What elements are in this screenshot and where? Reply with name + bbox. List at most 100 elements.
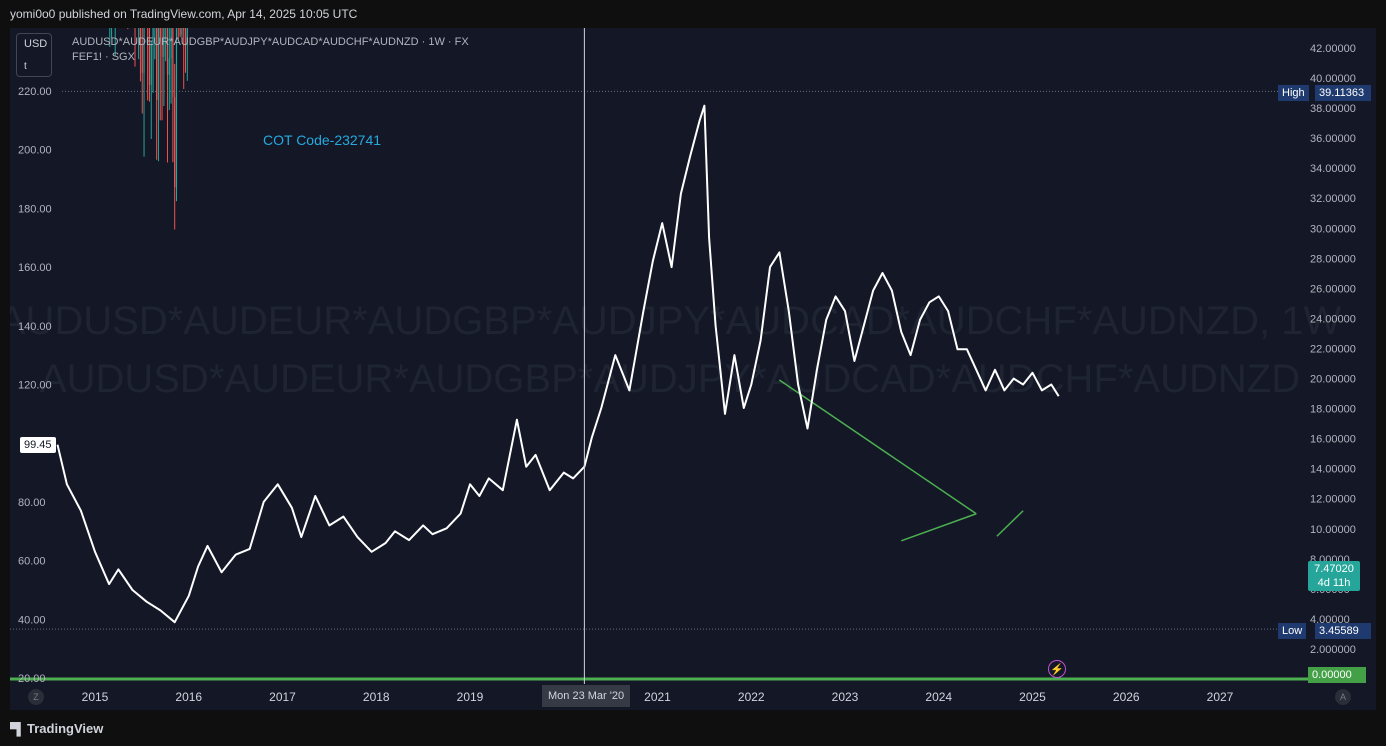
overlay-line bbox=[56, 104, 1060, 624]
right-axis-tick: 32.00000 bbox=[1310, 193, 1356, 205]
left-axis-tick: 180.00 bbox=[18, 203, 52, 215]
candle-body bbox=[181, 28, 183, 36]
right-axis-tick: 2.000000 bbox=[1310, 644, 1356, 656]
right-axis-tick: 40.00000 bbox=[1310, 73, 1356, 85]
candle-body bbox=[184, 29, 187, 46]
time-axis-tick: 2025 bbox=[1019, 690, 1046, 704]
time-axis-tick: 2019 bbox=[457, 690, 484, 704]
legend-overlay[interactable]: FEF1! · SGX bbox=[72, 51, 135, 63]
candle-body bbox=[179, 28, 181, 36]
left-axis-tick: 20.00 bbox=[18, 673, 46, 685]
candle-body bbox=[186, 28, 188, 46]
candle-body bbox=[166, 28, 169, 75]
time-axis-tick: 2022 bbox=[738, 690, 765, 704]
right-axis-tick: 22.00000 bbox=[1310, 343, 1356, 355]
time-axis-tick: 2016 bbox=[175, 690, 202, 704]
chart-pane[interactable]: AUDUSD*AUDEUR*AUDGBP*AUDJPY*AUDCAD*AUDCH… bbox=[10, 28, 1376, 710]
currency-label: USD bbox=[24, 38, 48, 50]
right-axis-tick: 12.00000 bbox=[1310, 494, 1356, 506]
currency-unit-button[interactable]: USD t bbox=[16, 33, 52, 77]
auto-scale-button[interactable]: A bbox=[1335, 689, 1351, 705]
right-axis-tick: 38.00000 bbox=[1310, 103, 1356, 115]
countdown: 4d 11h bbox=[1317, 577, 1351, 589]
time-axis-tick: 2017 bbox=[269, 690, 296, 704]
candle-body bbox=[175, 28, 178, 188]
time-axis-tick: 2024 bbox=[925, 690, 952, 704]
trendline-lower bbox=[900, 513, 977, 542]
time-axis[interactable]: 2015 2016 2017 2018 2019 2021 2022 2023 2024 2025… bbox=[82, 690, 1234, 704]
right-axis-tick: 28.00000 bbox=[1310, 253, 1356, 265]
left-axis-tick: 60.00 bbox=[18, 556, 46, 568]
candle-body bbox=[148, 28, 151, 85]
right-axis-tick: 34.00000 bbox=[1310, 163, 1356, 175]
time-axis-tick: 2023 bbox=[832, 690, 859, 704]
candle-body bbox=[143, 28, 145, 73]
legend: AUDUSD*AUDEUR*AUDGBP*AUDJPY*AUDCAD*AUDCH… bbox=[72, 35, 469, 65]
overlay-line-series bbox=[56, 104, 1060, 624]
time-axis-tick: 2026 bbox=[1113, 690, 1140, 704]
right-axis-tick: 4.00000 bbox=[1310, 614, 1350, 626]
reference-lines bbox=[10, 90, 1308, 681]
time-axis-tick: 2021 bbox=[644, 690, 671, 704]
tradingview-logo[interactable]: ▀▌ TradingView bbox=[10, 721, 103, 736]
low-value-tag: 3.45589 bbox=[1315, 623, 1371, 639]
flash-icon[interactable]: ⚡ bbox=[1048, 660, 1066, 678]
candle-body bbox=[156, 28, 158, 101]
candle-body bbox=[161, 40, 163, 57]
candle-body bbox=[172, 28, 174, 98]
left-axis-tick: 80.00 bbox=[18, 497, 46, 509]
tradingview-logo-icon: ▀▌ bbox=[10, 721, 25, 736]
watermark-line-1: AUDUSD*AUDEUR*AUDGBP*AUDJPY*AUDCAD*AUDCH… bbox=[10, 299, 1341, 343]
left-axis-tick: 200.00 bbox=[18, 145, 52, 157]
candle-body bbox=[170, 28, 172, 59]
crosshair-date-tag: Mon 23 Mar '20 bbox=[542, 685, 631, 707]
candle-body bbox=[141, 43, 143, 73]
right-axis-tick: 16.00000 bbox=[1310, 434, 1356, 446]
left-axis-tick: 220.00 bbox=[18, 86, 52, 98]
candle-body bbox=[152, 28, 154, 45]
left-price-axis[interactable]: 220.00 200.00 180.00 160.00 140.00 120.00 80.0… bbox=[18, 86, 52, 685]
right-axis-tick: 24.00000 bbox=[1310, 313, 1356, 325]
trendline-drawings[interactable] bbox=[778, 379, 1024, 542]
trendline-short bbox=[996, 510, 1024, 537]
time-axis-tick: 2018 bbox=[363, 690, 390, 704]
zero-value-tag: 0.00000 bbox=[1308, 667, 1366, 683]
candle-body bbox=[150, 44, 152, 85]
high-value-tag: 39.11363 bbox=[1315, 85, 1371, 101]
candle-body bbox=[168, 58, 170, 75]
footer: ▀▌ TradingView bbox=[0, 710, 1386, 746]
candle-body bbox=[174, 97, 176, 188]
publish-info: yomi0o0 published on TradingView.com, Ap… bbox=[10, 7, 358, 21]
time-axis-tick: 2015 bbox=[82, 690, 109, 704]
low-label-tag: Low bbox=[1278, 623, 1307, 639]
candle-body bbox=[163, 28, 165, 57]
unit-label: t bbox=[24, 61, 27, 72]
watermark-line-2: AUDUSD*AUDEUR*AUDGBP*AUDJPY*AUDCAD*AUDCH… bbox=[40, 357, 1300, 401]
publish-header: yomi0o0 published on TradingView.com, Ap… bbox=[0, 0, 1386, 28]
right-axis-tick: 26.00000 bbox=[1310, 283, 1356, 295]
candle-body bbox=[183, 28, 185, 30]
cot-annotation[interactable]: COT Code-232741 bbox=[263, 132, 381, 148]
right-axis-tick: 20.00000 bbox=[1310, 374, 1356, 386]
left-axis-tick: 40.00 bbox=[18, 614, 46, 626]
right-axis-tick: 10.00000 bbox=[1310, 524, 1356, 536]
zoom-reset-button[interactable]: Z bbox=[28, 689, 44, 705]
candle-body bbox=[157, 28, 160, 101]
high-label-tag: High bbox=[1278, 85, 1309, 101]
left-axis-tick: 120.00 bbox=[18, 380, 52, 392]
symbol-watermark: AUDUSD*AUDEUR*AUDGBP*AUDJPY*AUDCAD*AUDCH… bbox=[10, 299, 1341, 401]
right-axis-tick: 30.00000 bbox=[1310, 223, 1356, 235]
right-axis-tick: 18.00000 bbox=[1310, 404, 1356, 416]
price-tag: 7.47020 4d 11h bbox=[1308, 561, 1360, 591]
right-price-axis[interactable]: 42.00000 40.00000 38.00000 36.00000 34.00000… bbox=[1310, 43, 1356, 656]
chart-canvas[interactable]: AUDUSD*AUDEUR*AUDGBP*AUDJPY*AUDCAD*AUDCH… bbox=[10, 28, 1376, 710]
right-axis-tick: 42.00000 bbox=[1310, 43, 1356, 55]
left-current-value-tag: 99.45 bbox=[20, 437, 56, 453]
footer-brand: TradingView bbox=[27, 721, 104, 736]
legend-symbol[interactable]: AUDUSD*AUDEUR*AUDGBP*AUDJPY*AUDCAD*AUDCH… bbox=[72, 36, 469, 48]
candlestick-series bbox=[109, 28, 188, 230]
left-axis-tick: 160.00 bbox=[18, 262, 52, 274]
candle-body bbox=[159, 28, 161, 41]
candle-body bbox=[139, 28, 142, 44]
right-axis-tick: 14.00000 bbox=[1310, 464, 1356, 476]
